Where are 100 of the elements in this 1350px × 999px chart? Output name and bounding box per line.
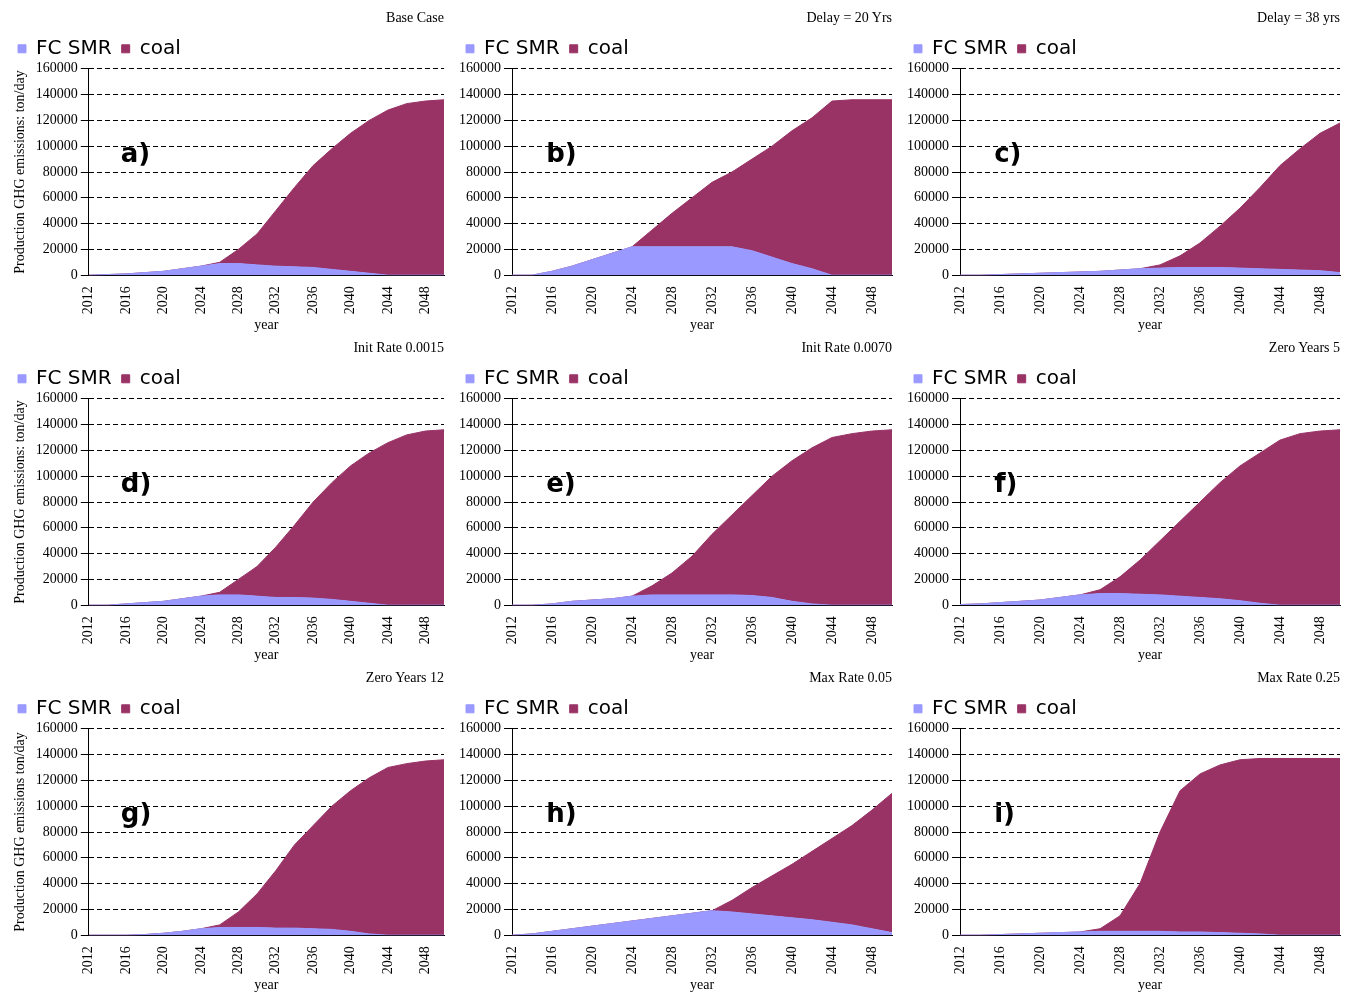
y-tick-label: 0 bbox=[494, 926, 501, 942]
x-tick-label: 2020 bbox=[583, 946, 599, 975]
x-tick-label: 2036 bbox=[1191, 286, 1207, 315]
x-axis-title: year bbox=[689, 977, 715, 993]
legend-label: FC SMR bbox=[932, 35, 1008, 59]
x-tick-label: 2020 bbox=[155, 286, 171, 315]
y-tick-label: 60000 bbox=[914, 849, 949, 865]
annotation: d) bbox=[120, 468, 152, 499]
y-tick-label: 100000 bbox=[35, 797, 78, 813]
x-tick-label: 2040 bbox=[783, 616, 799, 645]
y-tick-label: 40000 bbox=[914, 875, 949, 891]
legend-label: coal bbox=[139, 695, 181, 719]
x-tick-label: 2028 bbox=[663, 616, 679, 645]
x-tick-label: 2028 bbox=[230, 946, 246, 975]
y-tick-label: 120000 bbox=[35, 772, 78, 788]
x-tick-label: 2032 bbox=[267, 946, 283, 975]
legend-label: FC SMR bbox=[484, 365, 560, 389]
y-tick-label: 80000 bbox=[42, 163, 78, 179]
chart-title: Delay = 38 yrs bbox=[1257, 10, 1340, 26]
legend-label: FC SMR bbox=[36, 695, 112, 719]
x-tick-label: 2016 bbox=[117, 286, 133, 315]
x-tick-label: 2024 bbox=[623, 286, 639, 315]
y-tick-label: 140000 bbox=[907, 746, 949, 762]
y-tick-label: 100000 bbox=[35, 137, 78, 153]
y-tick-label: 80000 bbox=[466, 163, 501, 179]
legend-label: coal bbox=[139, 35, 181, 59]
y-tick-label: 60000 bbox=[42, 519, 78, 535]
y-tick-label: 140000 bbox=[35, 416, 78, 432]
x-tick-label: 2040 bbox=[342, 286, 358, 315]
x-tick-label: 2028 bbox=[663, 946, 679, 975]
y-tick-label: 100000 bbox=[459, 467, 501, 483]
x-tick-label: 2016 bbox=[991, 286, 1007, 315]
x-axis-title: year bbox=[254, 647, 279, 663]
y-tick-label: 160000 bbox=[459, 60, 501, 76]
x-tick-label: 2028 bbox=[230, 286, 246, 315]
annotation: h) bbox=[546, 798, 577, 829]
x-tick-label: 2024 bbox=[1071, 946, 1087, 975]
y-tick-label: 80000 bbox=[466, 823, 501, 839]
y-tick-label: 20000 bbox=[914, 901, 949, 917]
y-tick-label: 120000 bbox=[35, 442, 78, 458]
x-tick-label: 2040 bbox=[342, 616, 358, 645]
x-tick-label: 2012 bbox=[951, 616, 967, 645]
y-tick-label: 20000 bbox=[466, 901, 501, 917]
y-tick-label: 80000 bbox=[914, 163, 949, 179]
x-tick-label: 2024 bbox=[623, 616, 639, 645]
y-tick-label: 20000 bbox=[914, 571, 949, 587]
y-tick-label: 120000 bbox=[459, 442, 501, 458]
x-tick-label: 2048 bbox=[863, 946, 879, 975]
x-tick-label: 2016 bbox=[543, 286, 559, 315]
x-tick-label: 2040 bbox=[1231, 286, 1247, 315]
y-tick-label: 160000 bbox=[907, 390, 949, 406]
x-tick-label: 2044 bbox=[1271, 616, 1287, 645]
x-tick-label: 2048 bbox=[863, 286, 879, 315]
y-tick-label: 140000 bbox=[907, 416, 949, 432]
annotation: i) bbox=[994, 798, 1015, 829]
y-tick-label: 60000 bbox=[42, 849, 78, 865]
y-tick-label: 60000 bbox=[466, 849, 501, 865]
y-tick-label: 20000 bbox=[42, 241, 78, 257]
x-tick-label: 2032 bbox=[703, 616, 719, 645]
legend-label: FC SMR bbox=[932, 365, 1008, 389]
x-tick-label: 2016 bbox=[543, 946, 559, 975]
legend-label: FC SMR bbox=[36, 35, 112, 59]
y-tick-label: 0 bbox=[70, 926, 78, 942]
legend-label: coal bbox=[587, 35, 629, 59]
y-tick-label: 160000 bbox=[35, 60, 78, 76]
legend-label: FC SMR bbox=[932, 695, 1008, 719]
y-tick-label: 160000 bbox=[907, 720, 949, 736]
y-tick-label: 40000 bbox=[466, 875, 501, 891]
legend-label: coal bbox=[587, 695, 629, 719]
y-tick-label: 20000 bbox=[914, 241, 949, 257]
annotation: e) bbox=[546, 468, 576, 499]
x-tick-label: 2028 bbox=[1111, 286, 1127, 315]
x-tick-label: 2020 bbox=[583, 616, 599, 645]
y-tick-label: 0 bbox=[494, 596, 501, 612]
x-tick-label: 2048 bbox=[863, 616, 879, 645]
annotation: b) bbox=[546, 138, 577, 169]
y-tick-label: 20000 bbox=[466, 571, 501, 587]
annotation: a) bbox=[120, 138, 151, 169]
x-tick-label: 2016 bbox=[991, 616, 1007, 645]
x-tick-label: 2040 bbox=[783, 946, 799, 975]
x-tick-label: 2024 bbox=[192, 286, 208, 315]
x-tick-label: 2044 bbox=[1271, 286, 1287, 315]
y-tick-label: 120000 bbox=[907, 772, 949, 788]
y-tick-label: 100000 bbox=[35, 467, 78, 483]
y-tick-label: 120000 bbox=[907, 442, 949, 458]
x-tick-label: 2036 bbox=[304, 616, 320, 645]
x-tick-label: 2028 bbox=[1111, 616, 1127, 645]
x-tick-label: 2036 bbox=[1191, 946, 1207, 975]
chart-title: Base Case bbox=[386, 10, 444, 26]
y-tick-label: 0 bbox=[942, 266, 949, 282]
x-tick-label: 2016 bbox=[991, 946, 1007, 975]
y-tick-label: 100000 bbox=[907, 137, 949, 153]
chart-title: Max Rate 0.05 bbox=[809, 670, 892, 686]
x-tick-label: 2024 bbox=[1071, 616, 1087, 645]
x-tick-label: 2044 bbox=[379, 286, 395, 315]
y-tick-label: 0 bbox=[494, 266, 501, 282]
legend-label: FC SMR bbox=[484, 35, 560, 59]
x-tick-label: 2048 bbox=[1311, 946, 1327, 975]
legend-label: coal bbox=[1035, 695, 1077, 719]
y-tick-label: 140000 bbox=[459, 746, 501, 762]
